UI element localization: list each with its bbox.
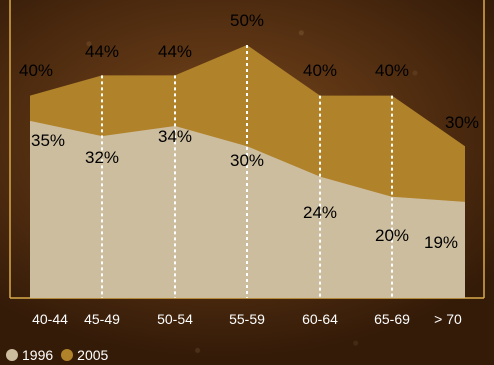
legend: 1996 2005: [6, 346, 108, 364]
data-label-1996-6: 19%: [424, 233, 458, 252]
data-label-2005-0: 40%: [19, 61, 53, 80]
x-tick-labels-group: 40-44 45-49 50-54 55-59 60-64 65-69 > 70: [32, 311, 462, 327]
x-tick-label-0: 40-44: [32, 311, 68, 327]
data-label-1996-4: 24%: [303, 203, 337, 222]
drop-lines-group: [101, 45, 393, 298]
legend-swatch-2005: [61, 349, 74, 361]
data-label-1996-0: 35%: [31, 131, 65, 150]
data-label-2005-2: 44%: [158, 42, 192, 61]
data-label-1996-3: 30%: [230, 151, 264, 170]
legend-label-2005: 2005: [77, 347, 109, 363]
data-label-1996-5: 20%: [375, 226, 409, 245]
data-label-2005-6: 30%: [445, 113, 479, 132]
x-tick-label-2: 50-54: [157, 311, 193, 327]
legend-swatch-1996: [6, 349, 18, 361]
data-label-2005-4: 40%: [303, 61, 337, 80]
data-label-2005-3: 50%: [230, 11, 264, 30]
data-label-2005-5: 40%: [375, 61, 409, 80]
data-labels-group: 40% 44% 44% 50% 40% 40% 30% 35% 32% 34% 30% 24% 20% 1…: [19, 11, 479, 252]
data-label-1996-1: 32%: [85, 148, 119, 167]
x-tick-label-6: > 70: [434, 311, 462, 327]
data-label-1996-2: 34%: [158, 127, 192, 146]
x-tick-label-5: 65-69: [374, 311, 410, 327]
x-tick-label-3: 55-59: [229, 311, 265, 327]
x-tick-label-1: 45-49: [84, 311, 120, 327]
legend-label-1996: 1996: [22, 347, 54, 363]
x-tick-label-4: 60-64: [302, 311, 338, 327]
legend-item-2005: 2005: [61, 347, 108, 363]
legend-item-1996: 1996: [6, 347, 53, 363]
data-label-2005-1: 44%: [85, 42, 119, 61]
